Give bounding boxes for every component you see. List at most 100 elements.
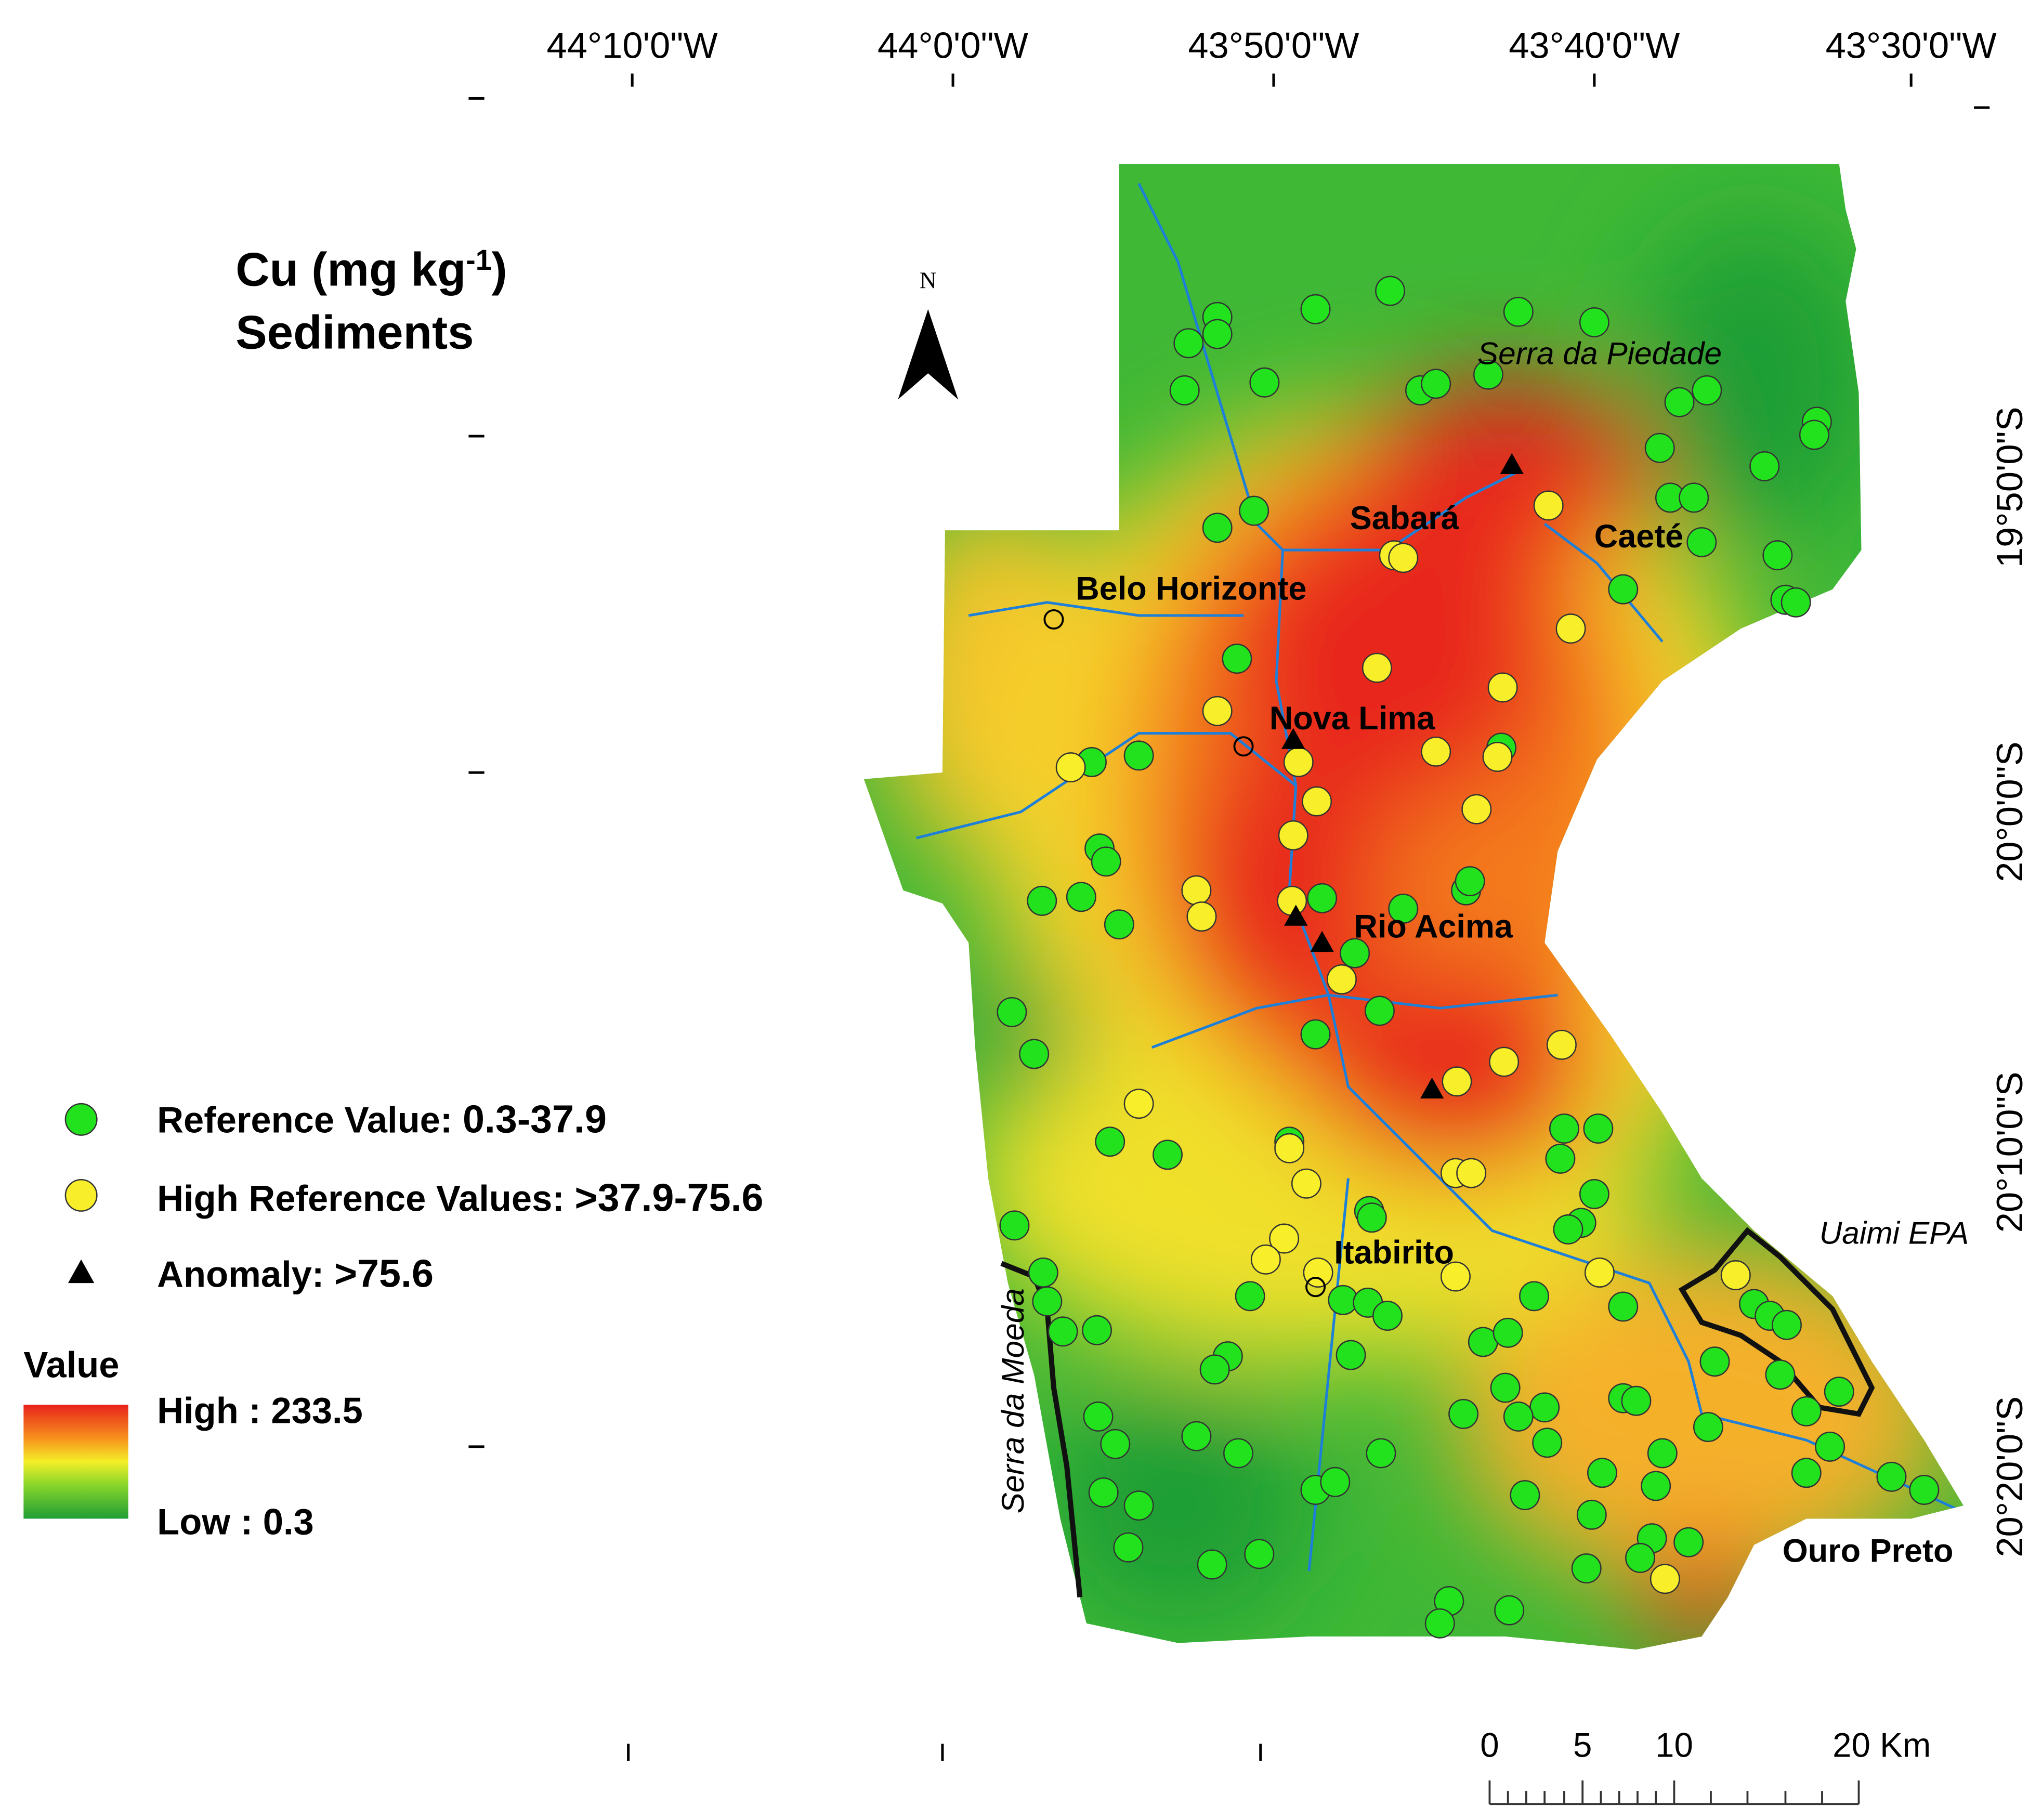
reference-point	[1608, 1291, 1639, 1322]
reference-point	[1494, 1595, 1525, 1626]
reference-point	[1202, 513, 1233, 543]
reference-point	[1692, 375, 1722, 405]
high-reference-point	[1388, 543, 1419, 573]
reference-point	[1762, 540, 1793, 571]
reference-point	[1249, 367, 1280, 398]
reference-point	[1100, 1429, 1131, 1459]
title-sup: -1	[466, 244, 491, 276]
high-reference-point	[1250, 1244, 1281, 1275]
anomaly-point	[1284, 905, 1308, 926]
reference-point	[1686, 527, 1717, 557]
reference-point	[1375, 276, 1406, 306]
reference-point	[1549, 1114, 1579, 1144]
legend-high: High : 233.5	[157, 1390, 363, 1431]
place-label: Nova Lima	[1269, 700, 1435, 737]
high-reference-point	[1421, 736, 1451, 767]
reference-point	[1028, 1258, 1058, 1288]
reference-point	[1909, 1474, 1940, 1505]
reference-point	[1095, 1127, 1125, 1157]
reference-point	[1493, 1317, 1523, 1348]
high-reference-point	[1487, 672, 1518, 703]
reference-point	[1579, 307, 1609, 337]
legend-text: Anomaly: >75.6	[157, 1252, 434, 1296]
legend-ramp	[23, 1405, 128, 1519]
reference-point	[1587, 1458, 1617, 1488]
place-label: Serra da Moeda	[995, 1288, 1030, 1513]
high-reference-point	[1461, 794, 1492, 824]
place-label: Belo Horizonte	[1076, 571, 1306, 607]
reference-point	[1824, 1377, 1854, 1407]
reference-point	[1625, 1542, 1655, 1573]
city-marker	[1305, 1277, 1326, 1298]
high-reference-point	[1555, 613, 1586, 644]
high-reference-point	[1441, 1261, 1471, 1292]
legend-label: High Reference Values:	[157, 1178, 565, 1219]
latitude-label: 20°20'0"S	[1989, 1396, 2030, 1557]
high-reference-point	[1584, 1258, 1615, 1288]
high-reference-point	[1326, 964, 1357, 994]
longitude-label: 44°10'0"W	[547, 24, 718, 66]
legend-green	[64, 1103, 98, 1136]
legend-label: Anomaly:	[157, 1254, 324, 1295]
uaimi-boundary	[1678, 1227, 1875, 1417]
reference-point	[1372, 1301, 1403, 1331]
reference-point	[997, 997, 1027, 1027]
high-reference-point	[1123, 1089, 1154, 1119]
legend-triangle	[68, 1259, 95, 1284]
scale-label: 0	[1480, 1726, 1499, 1764]
reference-point	[1532, 1428, 1563, 1458]
high-reference-point	[1489, 1046, 1520, 1077]
reference-point	[1473, 359, 1503, 390]
reference-point	[1153, 1140, 1183, 1170]
reference-point	[1300, 294, 1331, 324]
place-label: Serra da Piedade	[1477, 336, 1722, 371]
scale-label: 5	[1573, 1726, 1592, 1764]
frame-ticks	[468, 73, 1990, 1761]
reference-point	[1503, 1401, 1534, 1432]
high-reference-point	[1269, 1223, 1300, 1254]
reference-point	[1356, 1202, 1387, 1233]
reference-point	[1223, 1438, 1253, 1469]
latitude-label: 19°50'0"S	[1989, 407, 2030, 568]
reference-point	[1791, 1396, 1822, 1426]
title-main: Cu (mg kg	[235, 243, 466, 296]
reference-point	[1019, 1039, 1050, 1069]
reference-point	[1320, 1467, 1351, 1497]
reference-point	[1300, 1019, 1331, 1050]
reference-point	[1123, 740, 1154, 771]
reference-point	[1364, 996, 1395, 1026]
reference-point	[1503, 296, 1534, 327]
reference-point	[1455, 866, 1485, 897]
city-marker	[1233, 736, 1254, 757]
high-reference-point	[1533, 490, 1564, 521]
reference-point	[1388, 894, 1419, 924]
high-reference-point	[1482, 741, 1513, 772]
latitude-label: 20°10'0"S	[1989, 1071, 2030, 1233]
legend-text: Reference Value: 0.3-37.9	[157, 1098, 607, 1142]
reference-point	[999, 1210, 1030, 1241]
reference-point	[1235, 1281, 1265, 1312]
high-reference-point	[1186, 901, 1217, 932]
high-reference-point	[1720, 1260, 1751, 1290]
reference-point	[1082, 1315, 1112, 1345]
latitude-label: 20°0'0"S	[1989, 741, 2030, 882]
north-arrow	[898, 309, 959, 400]
reference-point	[1699, 1346, 1730, 1377]
high-reference-point	[1456, 1158, 1487, 1188]
anomaly-point	[1281, 728, 1305, 749]
title-line2: Sediments	[235, 306, 474, 359]
reference-point	[1113, 1532, 1144, 1563]
reference-point	[1088, 1477, 1119, 1508]
longitude-label: 43°50'0"W	[1188, 24, 1359, 66]
reference-point	[1781, 587, 1811, 618]
reference-point	[1197, 1549, 1227, 1580]
title-end: )	[492, 243, 507, 296]
reference-point	[1424, 1608, 1455, 1639]
reference-point	[1181, 1421, 1212, 1451]
place-label: Sabará	[1350, 500, 1460, 536]
reference-point	[1765, 1359, 1796, 1390]
reference-point	[1644, 433, 1675, 463]
place-label: Rio Acima	[1354, 908, 1513, 945]
reference-point	[1553, 1214, 1583, 1245]
legend-value-title: Value	[23, 1344, 119, 1385]
